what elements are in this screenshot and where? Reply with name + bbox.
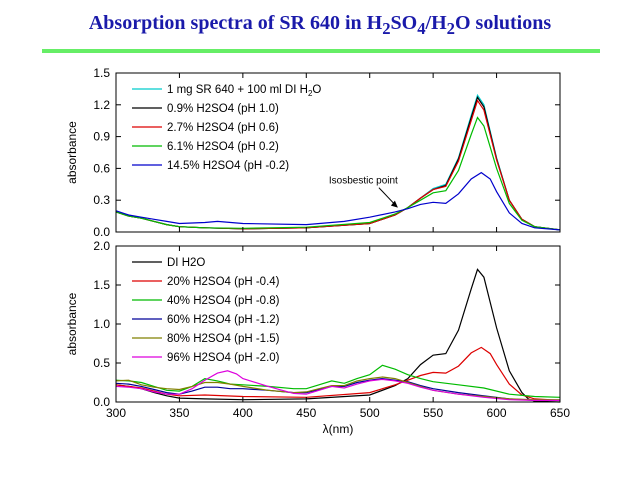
top-panel-legend-label-3: 2.7% H2SO4 (pH 0.6): [167, 122, 279, 134]
bottom-panel-ytick-label: 1.5: [93, 278, 110, 292]
top-panel-ytick-label: 1.5: [93, 66, 110, 80]
bottom-panel-xtick-label: 450: [296, 406, 316, 420]
title-underline: [42, 49, 600, 53]
bottom-panel-legend-label-3: 40% H2SO4 (pH -0.8): [167, 295, 280, 307]
bottom-panel-xtick-label: 500: [360, 406, 380, 420]
top-panel-legend-label-1: 1 mg SR 640 + 100 ml DI H2O: [167, 84, 321, 98]
bottom-panel-ylabel: absorbance: [65, 292, 79, 355]
top-panel-legend-label-4: 6.1% H2SO4 (pH 0.2): [167, 141, 279, 153]
bottom-panel-ytick-label: 0.0: [93, 395, 110, 409]
top-panel-annotation-arrowhead: [390, 200, 398, 208]
bottom-panel-legend-label-1: DI H2O: [167, 257, 205, 269]
bottom-panel-legend-label-6: 96% H2SO4 (pH -2.0): [167, 352, 280, 364]
top-panel-frame: [115, 72, 561, 233]
bottom-panel-series-line-6: [115, 370, 560, 401]
title-subscript-1: 2: [382, 19, 391, 38]
top-panel-annotation-label: Isosbestic point: [329, 176, 398, 187]
bottom-panel-xtick-label: 650: [550, 406, 570, 420]
title-text-1: Absorption spectra of SR 640 in H: [88, 12, 383, 34]
bottom-panel-xtick-label: 350: [169, 406, 189, 420]
bottom-panel-xtick-label: 400: [233, 406, 253, 420]
top-panel-legend-subscript: 2: [308, 89, 313, 98]
title-text-2: SO: [390, 12, 418, 34]
bottom-panel-legend-label-4: 60% H2SO4 (pH -1.2): [167, 314, 280, 326]
bottom-panel-xtick-label: 600: [487, 406, 507, 420]
top-panel-legend-label-2: 0.9% H2SO4 (pH 1.0): [167, 103, 279, 115]
bottom-panel-legend-label-2: 20% H2SO4 (pH -0.4): [167, 276, 280, 288]
bottom-panel-legend-label-5: 80% H2SO4 (pH -1.5): [167, 333, 280, 345]
title-text-3: /H: [425, 12, 447, 34]
bottom-panel-series-line-1: [115, 268, 561, 403]
top-panel-ytick-label: 0.0: [93, 225, 110, 239]
bottom-panel-xlabel: λ(nm): [323, 422, 354, 436]
title-subscript-3: 2: [446, 19, 455, 38]
title-text-4: O solutions: [455, 12, 552, 34]
top-panel-ytick-label: 0.9: [93, 130, 110, 144]
bottom-panel-series-line-3: [115, 364, 561, 398]
top-panel-legend-label-5: 14.5% H2SO4 (pH -0.2): [167, 160, 289, 172]
top-panel-ytick-label: 0.3: [93, 193, 110, 207]
top-panel-series-line-4: [115, 116, 561, 231]
top-panel-ylabel: absorbance: [65, 121, 79, 184]
chart-title: Absorption spectra of SR 640 in H2SO4/H2…: [0, 12, 640, 39]
bottom-panel-ytick-label: 0.5: [93, 356, 110, 370]
top-panel-series-line-5: [115, 171, 561, 231]
bottom-panel-ytick-label: 2.0: [93, 239, 110, 253]
title-subscript-2: 4: [417, 19, 426, 38]
bottom-panel-ytick-label: 1.0: [93, 317, 110, 331]
top-panel-ytick-label: 0.6: [93, 161, 110, 175]
top-panel-legend-suffix: O: [312, 84, 321, 96]
bottom-panel-xtick-label: 550: [423, 406, 443, 420]
bottom-panel-xtick-label: 300: [106, 406, 126, 420]
top-panel-ytick-label: 1.2: [93, 98, 110, 112]
